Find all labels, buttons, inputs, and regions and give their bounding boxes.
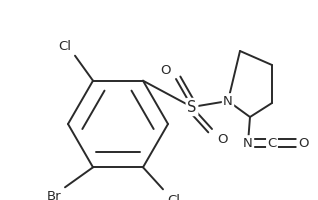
Text: N: N — [243, 137, 253, 150]
Text: O: O — [298, 137, 308, 150]
Text: Cl: Cl — [167, 193, 180, 200]
Text: O: O — [217, 132, 227, 145]
Text: Br: Br — [46, 189, 61, 200]
Text: O: O — [161, 64, 171, 77]
Text: S: S — [187, 100, 197, 115]
Text: C: C — [267, 137, 277, 150]
Text: N: N — [223, 95, 233, 108]
Text: Cl: Cl — [58, 40, 71, 52]
